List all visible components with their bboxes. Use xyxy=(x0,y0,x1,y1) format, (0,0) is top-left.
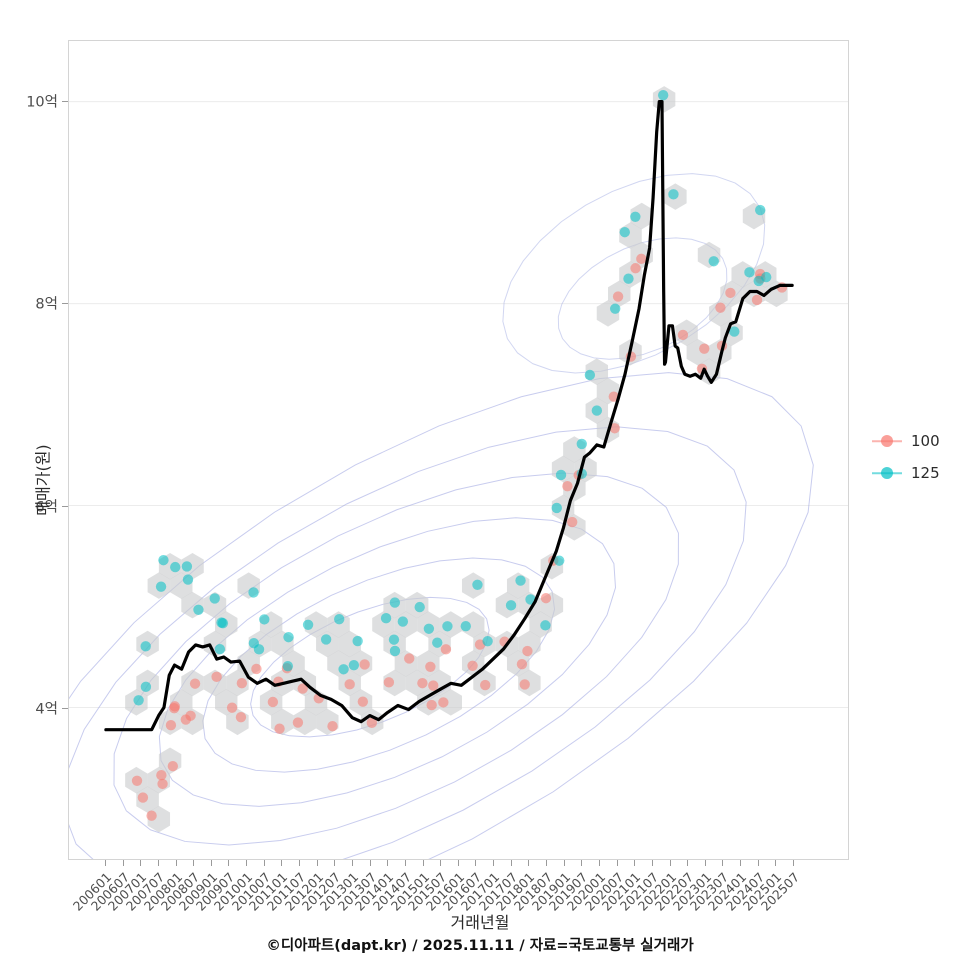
x-axis-tick xyxy=(440,860,442,866)
x-axis-tick xyxy=(422,860,424,866)
x-axis-tick xyxy=(546,860,548,866)
x-axis-tick xyxy=(334,860,336,866)
x-axis-tick xyxy=(651,860,653,866)
x-axis-tick xyxy=(493,860,495,866)
x-axis-tick xyxy=(669,860,671,866)
x-axis-tick xyxy=(263,860,265,866)
legend-key xyxy=(872,430,902,452)
y-axis-label: 4억 xyxy=(35,701,58,718)
legend-label: 125 xyxy=(911,464,940,482)
x-axis-tick xyxy=(228,860,230,866)
chart-caption: ©디아파트(dapt.kr) / 2025.11.11 / 자료=국토교통부 실… xyxy=(266,938,694,954)
x-axis-tick xyxy=(316,860,318,866)
x-axis-tick xyxy=(122,860,124,866)
x-axis-tick xyxy=(722,860,724,866)
y-axis-tick xyxy=(62,708,68,710)
x-axis-tick xyxy=(210,860,212,866)
legend: 100 125 xyxy=(872,425,940,489)
x-axis-tick xyxy=(634,860,636,866)
legend-label: 100 xyxy=(911,432,940,450)
x-axis-tick xyxy=(404,860,406,866)
legend-dot-icon xyxy=(881,435,893,447)
x-axis-tick xyxy=(157,860,159,866)
plot-canvas xyxy=(69,86,848,859)
y-axis-label: 6억 xyxy=(35,499,58,516)
x-axis-tick xyxy=(175,860,177,866)
legend-item[interactable]: 125 xyxy=(872,457,940,489)
x-axis-tick xyxy=(475,860,477,866)
x-axis-tick xyxy=(616,860,618,866)
x-axis-tick xyxy=(105,860,106,866)
trend-line xyxy=(104,99,794,732)
x-axis-tick xyxy=(193,860,195,866)
hexbin-layer xyxy=(125,86,788,833)
x-axis-tick xyxy=(140,860,142,866)
x-axis-tick xyxy=(740,860,742,866)
x-axis-tick xyxy=(563,860,565,866)
y-axis-title: 매매가(원) xyxy=(33,444,53,516)
x-axis-tick xyxy=(793,860,794,866)
y-axis-tick xyxy=(62,303,68,305)
x-axis-tick xyxy=(775,860,777,866)
x-axis-tick xyxy=(510,860,512,866)
x-axis-tick xyxy=(704,860,706,866)
x-axis-tick xyxy=(757,860,759,866)
y-axis-tick xyxy=(62,505,68,507)
x-axis-tick xyxy=(299,860,301,866)
x-axis-tick xyxy=(351,860,353,866)
legend-item[interactable]: 100 xyxy=(872,425,940,457)
x-axis-title: 거래년월 xyxy=(450,913,510,932)
x-axis-tick xyxy=(598,860,600,866)
x-axis-tick xyxy=(687,860,689,866)
x-axis-tick xyxy=(457,860,459,866)
x-axis-tick xyxy=(246,860,248,866)
x-axis-tick xyxy=(581,860,583,866)
legend-key xyxy=(872,462,902,484)
plot-panel xyxy=(68,40,849,860)
legend-dot-icon xyxy=(881,467,893,479)
x-axis-tick xyxy=(281,860,283,866)
y-axis-label: 8억 xyxy=(35,296,58,313)
x-axis-tick xyxy=(528,860,530,866)
y-axis-tick xyxy=(62,100,68,102)
y-axis-label: 10억 xyxy=(26,94,58,111)
x-axis-tick xyxy=(369,860,371,866)
x-axis-tick xyxy=(387,860,389,866)
scatter-series-125 xyxy=(133,89,772,706)
